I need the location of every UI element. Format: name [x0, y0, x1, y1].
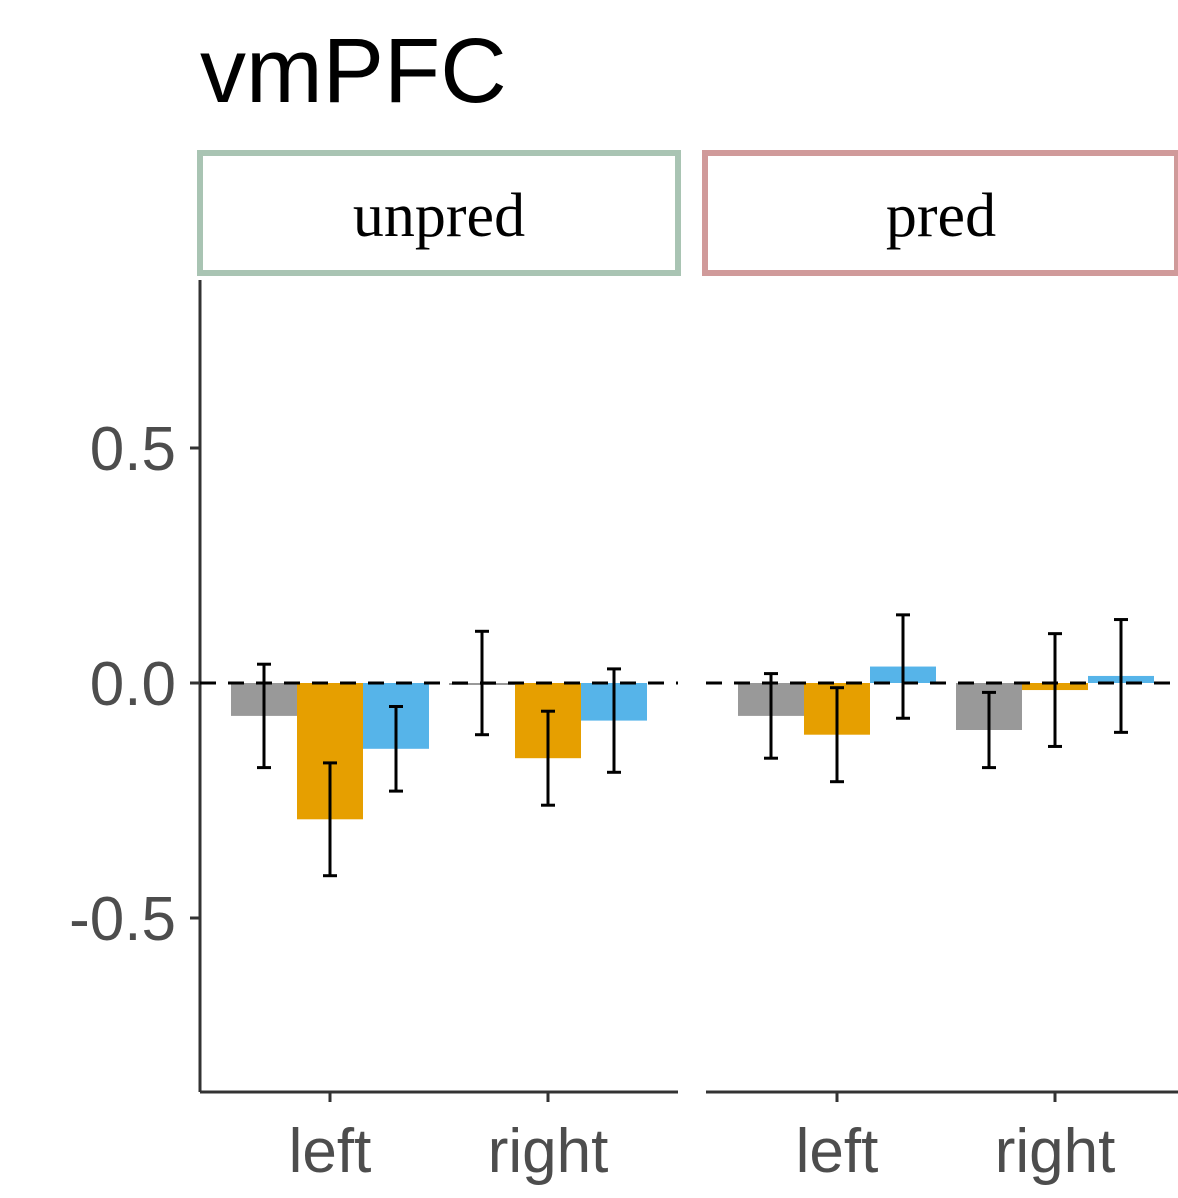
error-bar — [607, 667, 621, 774]
facet-panel-pred: pred left right — [702, 150, 1178, 1186]
error-bar — [896, 613, 910, 720]
x-tick-label: left — [289, 1117, 372, 1186]
error-bar — [982, 690, 996, 770]
facet-panel-unpred: unpred left right — [197, 150, 681, 1186]
x-tick-label: right — [995, 1117, 1116, 1186]
error-bar — [764, 672, 778, 760]
error-bar — [1048, 632, 1062, 748]
x-tick-label: right — [488, 1117, 609, 1186]
error-bar — [323, 761, 337, 878]
facet-strip-label: pred — [886, 182, 996, 250]
facet-panels: 0.5 0.0 -0.5 unpred left right pred left right — [69, 150, 1178, 1186]
y-tick-label: 0.5 — [90, 415, 176, 484]
y-tick-label: -0.5 — [69, 885, 176, 954]
x-tick-label: left — [796, 1117, 879, 1186]
y-tick-label: 0.0 — [90, 650, 176, 719]
chart-title: vmPFC — [200, 20, 507, 122]
facet-strip — [197, 150, 681, 276]
error-bar — [541, 709, 555, 807]
error-bar — [389, 705, 403, 793]
error-bar — [475, 629, 489, 737]
error-bar — [1114, 618, 1128, 734]
facet-strip — [702, 150, 1178, 276]
facet-strip-label: unpred — [353, 182, 525, 250]
error-bar — [830, 686, 844, 784]
error-bar — [257, 662, 271, 770]
